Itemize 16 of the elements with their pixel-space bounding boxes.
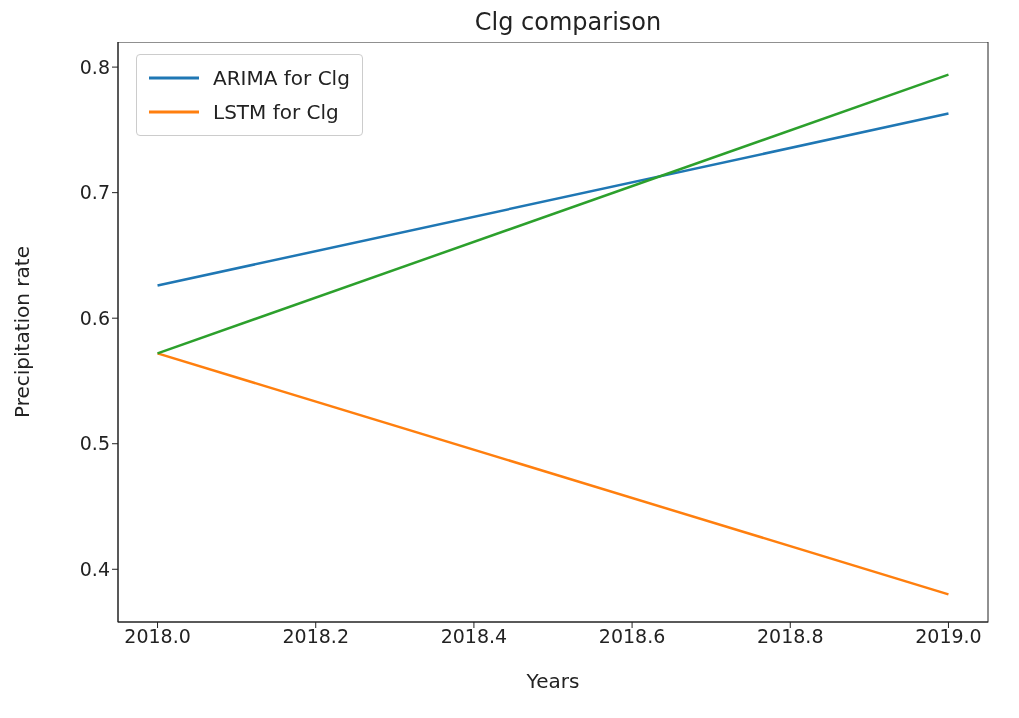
- y-tick-label: 0.6: [79, 306, 110, 329]
- x-tick-label: 2018.6: [598, 625, 666, 648]
- y-tick-label: 0.5: [79, 432, 110, 455]
- x-tick-label: 2018.0: [124, 625, 191, 648]
- legend-label: ARIMA for Clg: [213, 66, 350, 90]
- y-tick-label: 0.7: [79, 181, 110, 204]
- x-tick-label: 2018.2: [282, 625, 349, 648]
- x-tick-label: 2018.8: [757, 625, 824, 648]
- legend-label: LSTM for Clg: [213, 100, 339, 124]
- y-axis-title: Precipitation rate: [10, 246, 35, 418]
- chart-title: Clg comparison: [473, 8, 663, 38]
- x-tick-label: 2019.0: [915, 625, 982, 648]
- y-tick-label: 0.8: [79, 55, 110, 78]
- y-tick-label: 0.4: [79, 558, 110, 581]
- x-axis-title: Years: [525, 669, 580, 693]
- x-tick-label: 2018.4: [440, 625, 508, 648]
